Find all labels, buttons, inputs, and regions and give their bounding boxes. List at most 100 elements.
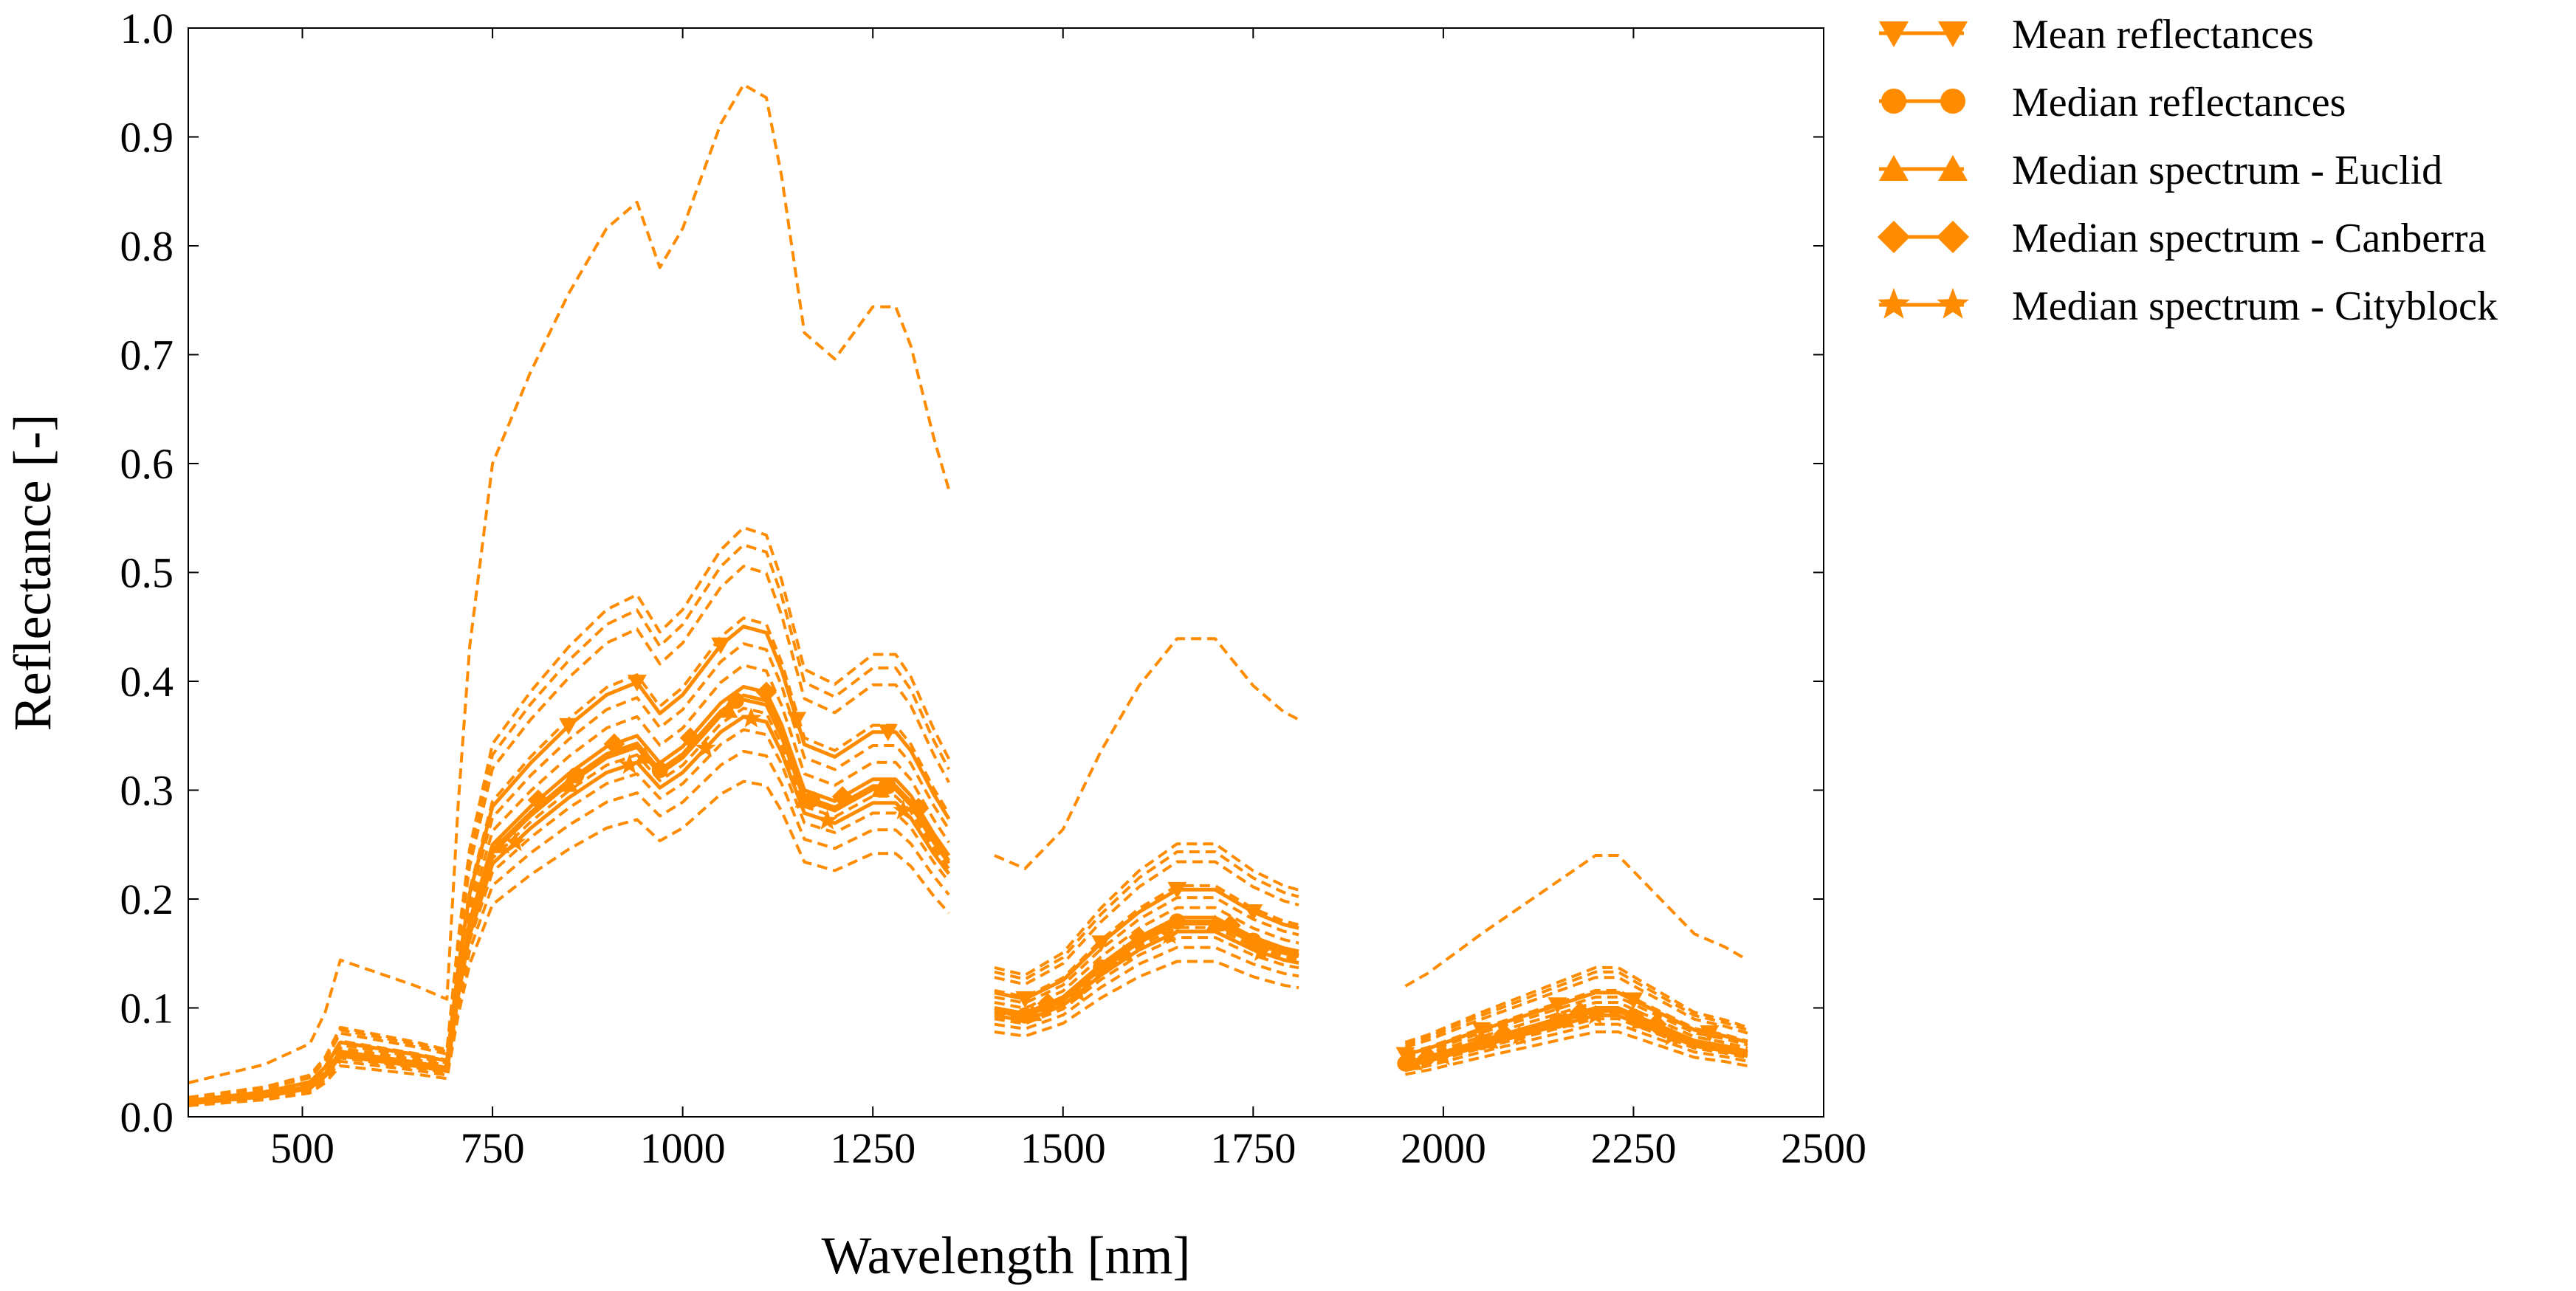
dashed-spectrum-line (1404, 965, 1748, 1044)
legend-marker (1878, 221, 1910, 253)
x-tick-label: 500 (270, 1124, 334, 1172)
dashed-spectrum-line (994, 926, 1299, 1020)
data-point-marker (619, 754, 640, 774)
dashed-spectrum-line (1404, 854, 1748, 988)
x-tick-label: 1750 (1210, 1124, 1296, 1172)
y-axis-ticks: 0.0 0.1 0.2 0.3 0.4 0.5 0.6 0.7 0.8 0.9 1.0 (120, 4, 1824, 1141)
legend-marker (1881, 89, 1906, 114)
data-point-marker (1417, 1046, 1439, 1068)
legend-marker (1878, 288, 1910, 319)
data-point-marker (1068, 982, 1089, 1002)
data-point-marker (1432, 1045, 1454, 1066)
legend-marker (1938, 155, 1968, 181)
data-point-marker (711, 637, 731, 655)
data-point-marker (504, 831, 526, 852)
data-point-marker (1548, 997, 1567, 1015)
data-point-marker (1091, 935, 1111, 952)
y-axis-title: Reflectance [-] (3, 414, 62, 731)
data-point-marker (1220, 915, 1241, 936)
highlight-series-line (994, 887, 1299, 1001)
data-point-marker (817, 809, 838, 830)
dashed-spectrum-line (188, 642, 950, 1103)
data-point-marker (741, 707, 762, 728)
data-point-marker (1700, 1025, 1720, 1042)
data-point-marker (870, 780, 890, 797)
dashed-spectrum-line (994, 842, 1299, 977)
highlight-series-line (188, 715, 951, 1106)
data-point-marker (695, 737, 716, 757)
y-tick-label: 0.7 (120, 331, 174, 379)
dashed-spectrum-line (1404, 976, 1748, 1049)
data-point-marker (794, 791, 814, 808)
legend-marker (1937, 288, 1969, 319)
data-point-marker (1624, 992, 1644, 1010)
dashed-spectrum-line (994, 637, 1300, 870)
highlight-series-line (994, 929, 1299, 1023)
dashed-spectrum-line (994, 884, 1299, 999)
legend-label: Median spectrum - Euclid (2012, 148, 2442, 193)
y-tick-label: 0.5 (120, 549, 174, 597)
dashed-spectrum-line (1404, 970, 1748, 1046)
y-tick-label: 0.9 (120, 114, 174, 162)
dashed-spectrum-line (188, 616, 950, 1102)
dashed-spectrum-line (1405, 1022, 1748, 1073)
highlight-series-line (188, 698, 951, 1105)
dashed-spectrum-line (188, 749, 950, 1106)
data-point-marker (635, 746, 655, 764)
y-tick-label: 0.4 (120, 658, 174, 706)
data-point-marker (651, 762, 668, 779)
dashed-spectrum-line (994, 896, 1299, 1005)
data-point-marker (727, 692, 744, 709)
data-point-marker (1037, 993, 1059, 1014)
legend-marker (1879, 155, 1909, 181)
data-point-marker (1479, 1031, 1499, 1049)
data-point-marker (1494, 1023, 1515, 1045)
data-point-marker (1660, 1025, 1683, 1046)
x-axis-title: Wavelength [nm] (821, 1226, 1190, 1285)
data-point-marker (893, 799, 914, 820)
dashed-spectrum-line (188, 664, 950, 1104)
data-point-marker (1114, 943, 1134, 961)
x-tick-label: 1500 (1020, 1124, 1106, 1172)
y-tick-label: 0.3 (120, 767, 174, 815)
y-tick-label: 0.6 (120, 440, 174, 488)
data-point-marker (490, 836, 510, 853)
dashed-spectrum-line (994, 860, 1299, 986)
legend-marker (1938, 21, 1968, 47)
data-point-marker (1570, 1002, 1591, 1023)
dashed-spectrum-line (1404, 1001, 1748, 1061)
legend-marker (1940, 89, 1965, 114)
legend-label: Median reflectances (2012, 80, 2346, 125)
data-point-marker (1128, 926, 1150, 948)
dashed-spectrum-line (994, 960, 1299, 1038)
legend-marker (1937, 221, 1969, 253)
data-point-marker (559, 774, 579, 792)
data-point-marker (755, 681, 777, 703)
data-point-marker (787, 712, 807, 729)
data-point-marker (1508, 1025, 1531, 1045)
data-point-marker (527, 789, 549, 811)
data-point-marker (878, 724, 898, 742)
data-point-marker (1158, 924, 1181, 944)
data-point-marker (568, 767, 585, 784)
data-point-marker (1023, 1004, 1043, 1022)
data-point-marker (1169, 913, 1186, 930)
dashed-spectrum-line (994, 850, 1299, 981)
data-point-marker (831, 786, 853, 808)
dashed-spectrum-line (188, 779, 950, 1107)
y-tick-label: 0.1 (120, 985, 174, 1033)
y-tick-label: 0.2 (120, 875, 174, 923)
dashed-spectrum-line (994, 936, 1299, 1025)
x-tick-label: 2500 (1781, 1124, 1866, 1172)
dashed-spectrum-line (1404, 995, 1748, 1058)
dashed-spectrum-line (188, 526, 950, 1099)
data-point-marker (1555, 1011, 1575, 1027)
data-point-marker (1243, 904, 1263, 921)
dashed-spectrum-line (188, 706, 950, 1105)
data-point-marker (1403, 1053, 1423, 1070)
data-point-marker (1245, 932, 1262, 949)
legend: Mean reflectances Median reflectances Medi… (1878, 12, 2498, 329)
data-point-marker (603, 733, 625, 755)
dashed-spectrum-line (994, 946, 1299, 1030)
data-point-marker (679, 727, 701, 748)
